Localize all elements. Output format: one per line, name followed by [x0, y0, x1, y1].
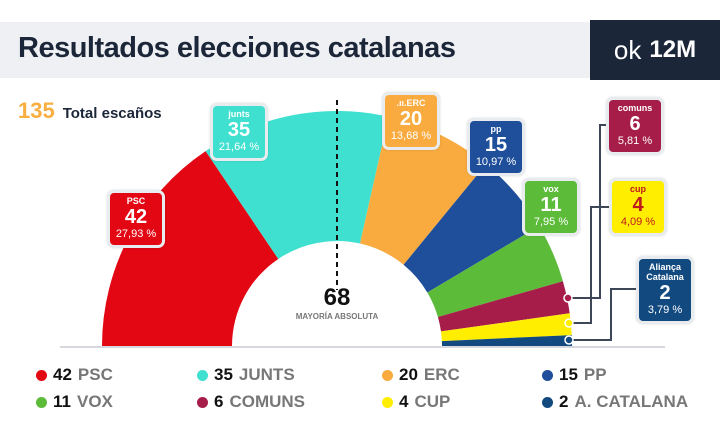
- legend-item: 11 VOX: [36, 392, 113, 412]
- legend-seats: 35: [214, 365, 233, 384]
- party-percent: 5,81 %: [617, 135, 653, 147]
- connector-line: [568, 124, 606, 299]
- legend-item: 6 COMUNS: [197, 392, 305, 412]
- seat-segment-a-catalana: [441, 335, 572, 346]
- seat-segment-psc: [102, 151, 279, 346]
- party-card-a-catalana: Aliança Catalana 2 3,79 %: [636, 256, 694, 324]
- legend-seats: 2: [559, 392, 569, 411]
- legend-seats: 11: [53, 392, 71, 411]
- party-percent: 3,79 %: [647, 304, 683, 316]
- legend-party: VOX: [76, 392, 113, 411]
- party-card-junts: junts 35 21,64 %: [210, 103, 268, 161]
- legend-seats: 4: [399, 392, 409, 411]
- party-percent: 7,95 %: [533, 216, 569, 228]
- legend-seats: 15: [559, 365, 578, 384]
- total-seats: 135 Total escaños: [18, 98, 162, 124]
- party-card-comuns: comuns 6 5,81 %: [606, 97, 664, 155]
- page-title: Resultados elecciones catalanas: [18, 32, 456, 64]
- legend-item: 20 ERC: [382, 365, 460, 385]
- legend-dot: [36, 396, 47, 408]
- party-card-erc: .ıı.ERC 20 13,68 %: [382, 92, 440, 150]
- logo: ok 12M: [590, 20, 720, 80]
- legend-party: COMUNS: [229, 392, 306, 411]
- party-percent: 21,64 %: [218, 141, 260, 153]
- legend-item: 4 CUP: [382, 392, 450, 412]
- legend-dot: [542, 396, 553, 408]
- party-logo: PSC: [126, 196, 146, 206]
- legend-party: CUP: [414, 392, 451, 411]
- seat-segment-comuns: [437, 281, 570, 332]
- party-seats: 11: [540, 194, 562, 216]
- majority-value: 68: [323, 284, 351, 311]
- legend-party: PP: [583, 365, 607, 384]
- total-seats-value: 135: [18, 98, 55, 123]
- party-seats: 42: [124, 206, 148, 228]
- party-card-cup: cup 4 4,09 %: [609, 178, 667, 236]
- legend-item: 15 PP: [542, 365, 607, 385]
- party-logo: cup: [629, 184, 646, 194]
- party-logo: pp: [490, 124, 502, 134]
- party-seats: 20: [399, 108, 423, 130]
- party-logo: .ıı.ERC: [396, 98, 426, 108]
- connector-line: [569, 288, 636, 341]
- legend-item: 35 JUNTS: [197, 365, 295, 385]
- party-logo: vox: [543, 184, 559, 194]
- legend-dot: [197, 396, 208, 408]
- legend-dot: [197, 369, 208, 381]
- legend-item: 2 A. CATALANA: [542, 392, 688, 412]
- connector-dot: [564, 318, 574, 328]
- party-logo: comuns: [617, 103, 653, 113]
- party-seats: 4: [632, 194, 644, 216]
- party-percent: 27,93 %: [115, 228, 157, 240]
- legend-seats: 6: [214, 392, 224, 411]
- legend-party: JUNTS: [238, 365, 295, 384]
- connector-dot: [563, 293, 573, 303]
- party-seats: 6: [629, 113, 641, 135]
- party-logo: Aliança Catalana: [646, 262, 684, 282]
- majority: 68 MAYORÍA ABSOLUTA: [277, 284, 397, 321]
- legend-item: 42 PSC: [36, 365, 113, 385]
- party-percent: 4,09 %: [620, 216, 656, 228]
- seat-segment-pp: [403, 164, 540, 293]
- legend-seats: 42: [53, 365, 72, 384]
- logo-ok: ok: [613, 34, 642, 65]
- total-seats-label: Total escaños: [62, 105, 162, 122]
- seat-segment-cup: [440, 313, 572, 342]
- logo-date: 12M: [649, 36, 697, 63]
- seat-segment-erc: [360, 116, 486, 265]
- seat-segment-vox: [427, 226, 563, 318]
- party-card-psc: PSC 42 27,93 %: [107, 190, 165, 248]
- party-seats: 35: [227, 119, 251, 141]
- connector-line: [569, 206, 609, 324]
- legend-party: A. CATALANA: [574, 392, 689, 411]
- legend-dot: [542, 369, 553, 381]
- legend-dot: [36, 369, 47, 381]
- legend-dot: [382, 369, 393, 381]
- party-card-vox: vox 11 7,95 %: [522, 178, 580, 236]
- legend-party: PSC: [77, 365, 113, 384]
- connector-dot: [564, 335, 574, 345]
- header-band: [0, 22, 590, 78]
- party-percent: 10,97 %: [475, 156, 517, 168]
- party-logo: junts: [228, 109, 250, 119]
- party-card-pp: pp 15 10,97 %: [467, 118, 525, 176]
- party-seats: 15: [484, 134, 508, 156]
- party-seats: 2: [659, 282, 671, 304]
- legend-party: ERC: [423, 365, 460, 384]
- majority-label: MAYORÍA ABSOLUTA: [295, 312, 379, 321]
- legend-seats: 20: [399, 365, 418, 384]
- legend-dot: [382, 396, 393, 408]
- party-percent: 13,68 %: [390, 130, 432, 142]
